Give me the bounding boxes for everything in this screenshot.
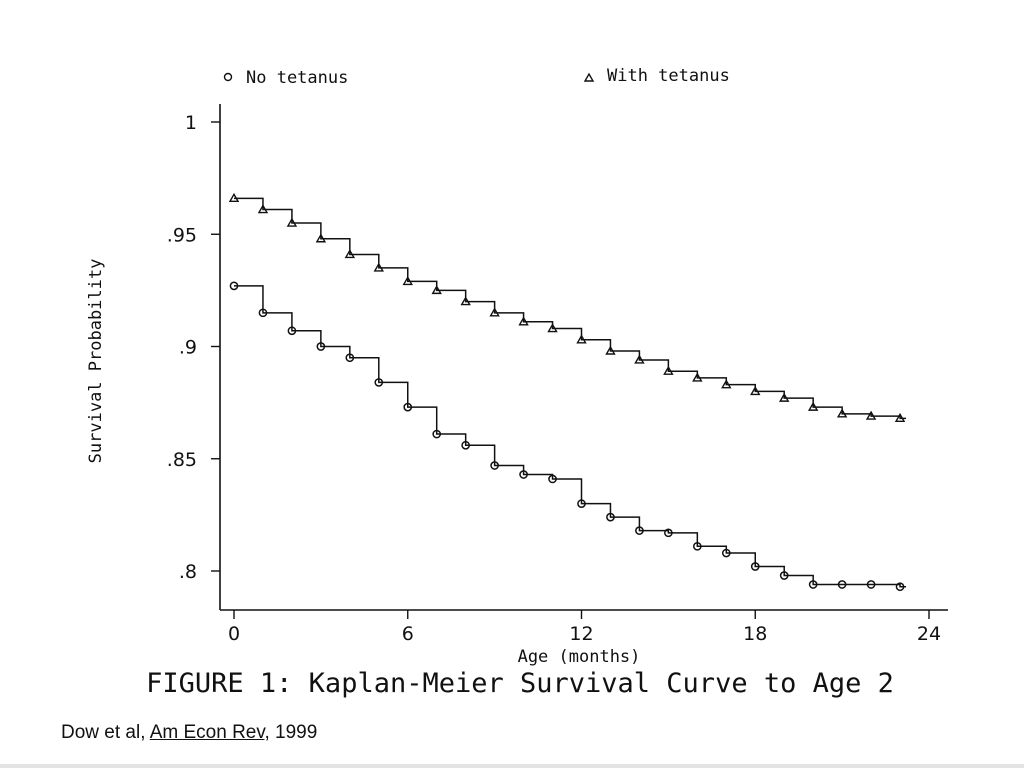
data-point-with-tetanus [865, 410, 877, 420]
figure-caption: FIGURE 1: Kaplan-Meier Survival Curve to… [146, 668, 894, 699]
data-point-no-tetanus [837, 580, 847, 589]
data-point-with-tetanus [344, 249, 356, 259]
data-point-no-tetanus [229, 281, 239, 291]
data-point-with-tetanus [373, 262, 384, 272]
data-point-no-tetanus [258, 308, 268, 318]
data-point-no-tetanus [779, 571, 789, 580]
data-point-with-tetanus [518, 316, 529, 326]
data-point-with-tetanus [431, 284, 442, 295]
data-point-with-tetanus [721, 379, 732, 389]
y-tick-label: .9 [179, 337, 197, 359]
data-point-with-tetanus [634, 354, 645, 364]
data-point-with-tetanus [894, 412, 906, 423]
data-point-no-tetanus [577, 499, 586, 508]
data-point-with-tetanus [257, 204, 269, 214]
axes [219, 104, 948, 611]
data-point-with-tetanus [779, 392, 790, 402]
citation-authors: Dow et al, [61, 722, 150, 743]
data-point-no-tetanus [432, 429, 442, 439]
data-point-no-tetanus [866, 580, 876, 589]
data-point-with-tetanus [836, 408, 848, 418]
x-tick-label: 6 [402, 623, 414, 645]
data-point-with-tetanus [663, 365, 674, 375]
series-line-with-tetanus [234, 197, 907, 420]
data-point-no-tetanus [490, 461, 499, 470]
data-point-no-tetanus [519, 470, 528, 479]
series-line-no-tetanus [234, 285, 907, 588]
y-axis-title: Survival Probability [86, 259, 106, 464]
data-point-with-tetanus [489, 307, 500, 317]
data-point-no-tetanus [461, 440, 471, 450]
data-point-with-tetanus [402, 275, 413, 286]
data-point-no-tetanus [692, 541, 702, 551]
y-tick-label: .95 [167, 224, 197, 246]
data-point-no-tetanus [403, 402, 413, 412]
data-point-no-tetanus [895, 582, 905, 592]
data-point-no-tetanus [287, 326, 297, 336]
data-point-with-tetanus [807, 401, 819, 411]
legend: No tetanus With tetanus [223, 66, 730, 88]
data-point-no-tetanus [374, 378, 384, 387]
data-point-with-tetanus [576, 334, 587, 344]
y-tick-label: .85 [167, 449, 197, 471]
data-point-with-tetanus [460, 296, 471, 306]
data-point-with-tetanus [750, 385, 761, 396]
data-point-no-tetanus [548, 474, 557, 484]
data-point-no-tetanus [316, 342, 326, 351]
legend-label-no-tetanus: No tetanus [246, 68, 348, 88]
citation-journal-link[interactable]: Am Econ Rev [149, 722, 265, 743]
data-point-with-tetanus [547, 323, 558, 333]
x-tick-label: 18 [743, 623, 767, 645]
legend-marker-no-tetanus [223, 72, 233, 82]
bottom-divider [0, 764, 1024, 768]
citation-year: , 1999 [264, 722, 318, 743]
y-tick-label: .8 [179, 561, 197, 583]
y-tick-label: 1 [185, 112, 197, 134]
data-point-with-tetanus [315, 233, 327, 243]
data-point-no-tetanus [750, 562, 760, 571]
data-point-no-tetanus [635, 526, 644, 535]
citation: Dow et al, Am Econ Rev, 1999 [61, 722, 317, 744]
data-point-with-tetanus [228, 192, 240, 203]
x-tick-label: 12 [569, 623, 593, 645]
data-point-with-tetanus [286, 217, 298, 227]
legend-label-with-tetanus: With tetanus [607, 66, 730, 86]
x-ticks: 0 6 12 18 24 [228, 610, 941, 645]
x-tick-label: 24 [917, 623, 941, 645]
data-point-no-tetanus [721, 548, 731, 558]
data-point-no-tetanus [606, 512, 615, 522]
data-point-no-tetanus [808, 580, 818, 589]
data-point-no-tetanus [345, 353, 355, 363]
series-layer [228, 192, 907, 592]
data-point-no-tetanus [664, 528, 673, 538]
data-point-with-tetanus [692, 372, 703, 382]
x-tick-label: 0 [228, 623, 240, 645]
x-axis-title: Age (months) [518, 647, 641, 667]
y-ticks: .8 .85 .9 .95 1 [167, 112, 220, 583]
legend-marker-with-tetanus [583, 72, 595, 82]
data-point-with-tetanus [605, 345, 616, 355]
